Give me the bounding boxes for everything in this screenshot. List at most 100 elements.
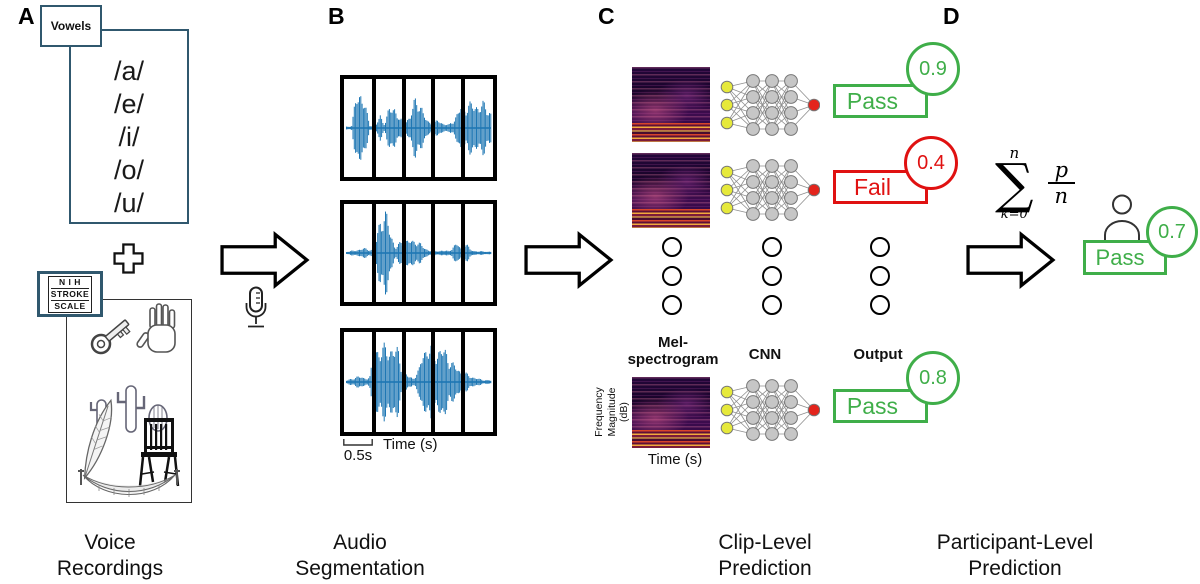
audio-waveform [346, 211, 492, 295]
arrow-a-to-b-icon [220, 231, 310, 289]
ellipsis-dot [762, 237, 782, 257]
prediction-label: Pass [846, 392, 899, 419]
ellipsis-dot [762, 266, 782, 286]
mel-spectrogram-1 [632, 67, 710, 142]
mel-spectrogram-header: Mel- spectrogram [627, 334, 719, 368]
segment-divider [371, 204, 376, 302]
vowels-tab-label: Vowels [50, 19, 92, 33]
prediction-score: 0.8 [919, 366, 947, 389]
prediction-score: 0.4 [917, 151, 945, 174]
segment-divider [401, 332, 406, 432]
ellipsis-dot [662, 237, 682, 257]
prediction-box: Pass [1083, 240, 1167, 275]
segment-duration-label: 0.5s [343, 447, 373, 464]
cnn-network-2 [720, 158, 821, 222]
prediction-box: Pass [833, 389, 928, 423]
output-header: Output [853, 346, 903, 363]
vowel-item: /e/ [113, 89, 145, 119]
nih-line: SCALE [54, 300, 86, 311]
segment-divider [461, 332, 466, 432]
cnn-header: CNN [748, 346, 782, 363]
prediction-box: Pass [833, 84, 928, 118]
duration-bracket [343, 439, 373, 446]
key-drawing [90, 319, 131, 355]
frequency-axis-label: Frequency Magnitude (dB) [593, 387, 631, 437]
arrow-c-to-d-icon [966, 231, 1056, 289]
picture-naming-card [66, 299, 192, 503]
hammock-drawing [78, 469, 180, 497]
prediction-label: Fail [853, 173, 892, 200]
waveform-clip-3 [340, 328, 497, 436]
segment-divider [401, 204, 406, 302]
sigma-symbol: ∑ [995, 152, 1034, 215]
prediction-score: 0.7 [1158, 220, 1186, 243]
segment-divider [461, 204, 466, 302]
cnn-network-3 [720, 378, 821, 442]
ellipsis-dot [870, 237, 890, 257]
vowel-item: /u/ [113, 188, 145, 218]
segment-divider [461, 79, 466, 177]
person-icon [1104, 194, 1140, 240]
summation: n ∑ k=0 [995, 144, 1034, 222]
vowel-item: /o/ [113, 155, 145, 185]
mel-spectrogram-3 [632, 377, 710, 448]
ellipsis-dot [662, 266, 682, 286]
vowels-box: /a/ /e/ /i/ /o/ /u/ [69, 29, 189, 224]
ellipsis-dots-spectrogram [662, 237, 682, 324]
caption-clip-level-prediction: Clip-Level Prediction [718, 531, 812, 580]
vowel-item: /a/ [113, 56, 145, 86]
score-circle: 0.9 [906, 42, 960, 96]
nih-line: STROKE [50, 288, 90, 301]
microphone-icon [245, 286, 267, 328]
panel-letter-d: D [943, 3, 960, 29]
caption-participant-level-prediction: Participant-Level Prediction [936, 531, 1094, 580]
segment-divider [401, 79, 406, 177]
time-axis-label-b: Time (s) [383, 436, 438, 453]
segment-divider [371, 332, 376, 432]
nih-line: N I H [50, 277, 90, 289]
waveform-clip-2 [340, 200, 497, 306]
segment-divider [431, 79, 436, 177]
segment-divider [431, 204, 436, 302]
panel-letter-a: A [18, 3, 35, 29]
segment-divider [431, 332, 436, 432]
score-circle: 0.4 [904, 136, 958, 190]
summation-lower-limit: k=0 [1000, 207, 1028, 222]
ellipsis-dot [662, 295, 682, 315]
mean-formula: n ∑ k=0 p n [995, 144, 1076, 222]
cnn-network-1 [720, 73, 821, 137]
summation-upper-limit: n [1009, 144, 1020, 162]
caption-voice-recordings: Voice Recordings [56, 531, 164, 580]
audio-waveform [346, 96, 492, 160]
nih-stroke-scale-badge: N I H STROKE SCALE [37, 271, 103, 317]
score-circle: 0.7 [1146, 206, 1198, 258]
ellipsis-dot [870, 295, 890, 315]
picture-drawings [78, 303, 180, 497]
panel-letter-c: C [598, 3, 615, 29]
vowel-item: /i/ [118, 122, 140, 152]
nih-stroke-scale-inner: N I H STROKE SCALE [47, 275, 93, 313]
caption-audio-segmentation: Audio Segmentation [295, 531, 425, 580]
fraction: p n [1047, 159, 1076, 208]
mel-spectrogram-2 [632, 153, 710, 228]
plus-icon [113, 243, 144, 274]
waveform-clip-1 [340, 75, 497, 181]
fraction-numerator: p [1047, 159, 1076, 184]
ellipsis-dot [870, 266, 890, 286]
ellipsis-dot [762, 295, 782, 315]
score-circle: 0.8 [906, 351, 960, 405]
fraction-denominator: n [1054, 184, 1069, 208]
segment-divider [371, 79, 376, 177]
prediction-score: 0.9 [919, 57, 947, 80]
prediction-label: Pass [846, 87, 899, 114]
audio-waveform [346, 342, 492, 422]
ellipsis-dots-output [870, 237, 890, 324]
glove-drawing [136, 303, 176, 353]
feather-drawing [83, 398, 113, 480]
panel-letter-b: B [328, 3, 345, 29]
prediction-label: Pass [1095, 244, 1145, 270]
ellipsis-dots-cnn [762, 237, 782, 324]
vowels-tab: Vowels [40, 5, 102, 47]
arrow-b-to-c-icon [524, 231, 614, 289]
